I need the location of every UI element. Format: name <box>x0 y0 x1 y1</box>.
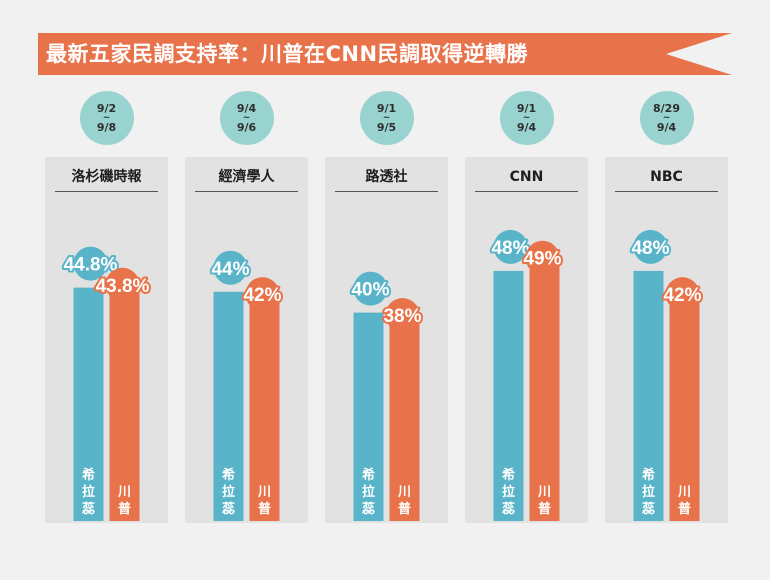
date-separator: ~ <box>522 112 531 123</box>
value-label: 42% <box>663 285 701 306</box>
bar-series-label: 川普 <box>397 485 411 517</box>
bar-trump <box>529 265 560 521</box>
value-badge-clinton: 48%48% <box>629 229 672 264</box>
bar-clinton <box>213 291 244 521</box>
svg-text:48%: 48% <box>491 238 529 259</box>
value-label: 48% <box>631 238 669 259</box>
svg-text:42%: 42% <box>663 285 701 306</box>
value-badge-trump: 49%49% <box>521 240 564 275</box>
svg-text:43.8%: 43.8% <box>96 276 150 297</box>
chart-title: 最新五家民調支持率：川普在CNN民調取得逆轉勝 <box>46 42 529 66</box>
value-badge-clinton: 44.8%44.8% <box>62 246 120 281</box>
value-label: 49% <box>523 249 561 270</box>
bar-clinton <box>633 270 664 521</box>
bar-trump <box>669 302 700 521</box>
date-range-badge: 8/29 ~9/4 <box>639 91 694 145</box>
bar-trump <box>389 323 420 521</box>
svg-text:44.8%: 44.8% <box>64 255 118 276</box>
date-separator: ~ <box>662 112 671 123</box>
bar-clinton <box>493 270 524 521</box>
poll-source-label: 路透社 <box>335 163 438 192</box>
bar-series-label: 希拉蕊 <box>222 467 235 517</box>
bar-trump <box>109 292 140 521</box>
value-badge-clinton: 40%40% <box>349 271 392 306</box>
date-start: 9/1 <box>376 101 397 115</box>
bar-trump <box>249 302 280 521</box>
value-label: 48% <box>491 238 529 259</box>
date-separator: ~ <box>382 112 391 123</box>
svg-text:42%: 42% <box>243 285 281 306</box>
value-label: 42% <box>243 285 281 306</box>
poll-source-label: NBC <box>615 163 718 192</box>
value-badge-trump: 42%42% <box>241 277 284 312</box>
bar-clinton <box>73 287 104 521</box>
poll-panel: 路透社 <box>325 157 448 523</box>
date-range-badge: 9/2 ~9/8 <box>79 91 134 145</box>
date-end: 9/4 <box>656 120 677 134</box>
bar-series-label: 希拉蕊 <box>642 467 655 517</box>
date-range-badge: 9/4 ~9/6 <box>219 91 274 145</box>
value-badge-trump: 43.8%43.8% <box>94 267 152 302</box>
date-end: 9/5 <box>376 120 397 134</box>
poll-source-label: 洛杉磯時報 <box>55 163 158 192</box>
poll-panel: NBC <box>605 157 728 523</box>
value-label: 44% <box>211 259 249 280</box>
bar-series-label: 希拉蕊 <box>502 467 515 517</box>
value-label: 44.8% <box>64 255 118 276</box>
svg-text:49%: 49% <box>523 249 561 270</box>
svg-text:44%: 44% <box>211 259 249 280</box>
bar-series-label: 希拉蕊 <box>362 467 375 517</box>
bar-series-label: 川普 <box>677 485 691 517</box>
bar-series-label: 川普 <box>537 485 551 517</box>
bar-series-label: 希拉蕊 <box>82 467 95 517</box>
date-separator: ~ <box>242 112 251 123</box>
date-start: 9/4 <box>236 101 257 115</box>
date-start: 8/29 <box>653 101 680 115</box>
bar-series-label: 川普 <box>257 485 271 517</box>
svg-text:38%: 38% <box>383 306 421 327</box>
title-banner: 最新五家民調支持率：川普在CNN民調取得逆轉勝 <box>38 33 732 75</box>
value-label: 40% <box>351 280 389 301</box>
value-badge-clinton: 44%44% <box>209 250 252 285</box>
date-range-badge: 9/1 ~9/4 <box>499 91 554 145</box>
poll-panel: 經濟學人 <box>185 157 308 523</box>
date-end: 9/4 <box>516 120 537 134</box>
value-label: 43.8% <box>96 276 150 297</box>
date-end: 9/6 <box>236 120 257 134</box>
value-badge-clinton: 48%48% <box>489 229 532 264</box>
date-separator: ~ <box>102 112 111 123</box>
svg-text:48%: 48% <box>631 238 669 259</box>
date-start: 9/2 <box>96 101 117 115</box>
date-range-badge: 9/1 ~9/5 <box>359 91 414 145</box>
bar-clinton <box>353 312 384 521</box>
poll-panel: CNN <box>465 157 588 523</box>
date-end: 9/8 <box>96 120 117 134</box>
date-start: 9/1 <box>516 101 537 115</box>
value-badge-trump: 38%38% <box>381 298 424 333</box>
poll-panel: 洛杉磯時報 <box>45 157 168 523</box>
bar-series-label: 川普 <box>117 485 131 517</box>
poll-source-label: 經濟學人 <box>195 163 298 192</box>
svg-text:40%: 40% <box>351 280 389 301</box>
value-badge-trump: 42%42% <box>661 277 704 312</box>
poll-source-label: CNN <box>475 163 578 192</box>
value-label: 38% <box>383 306 421 327</box>
